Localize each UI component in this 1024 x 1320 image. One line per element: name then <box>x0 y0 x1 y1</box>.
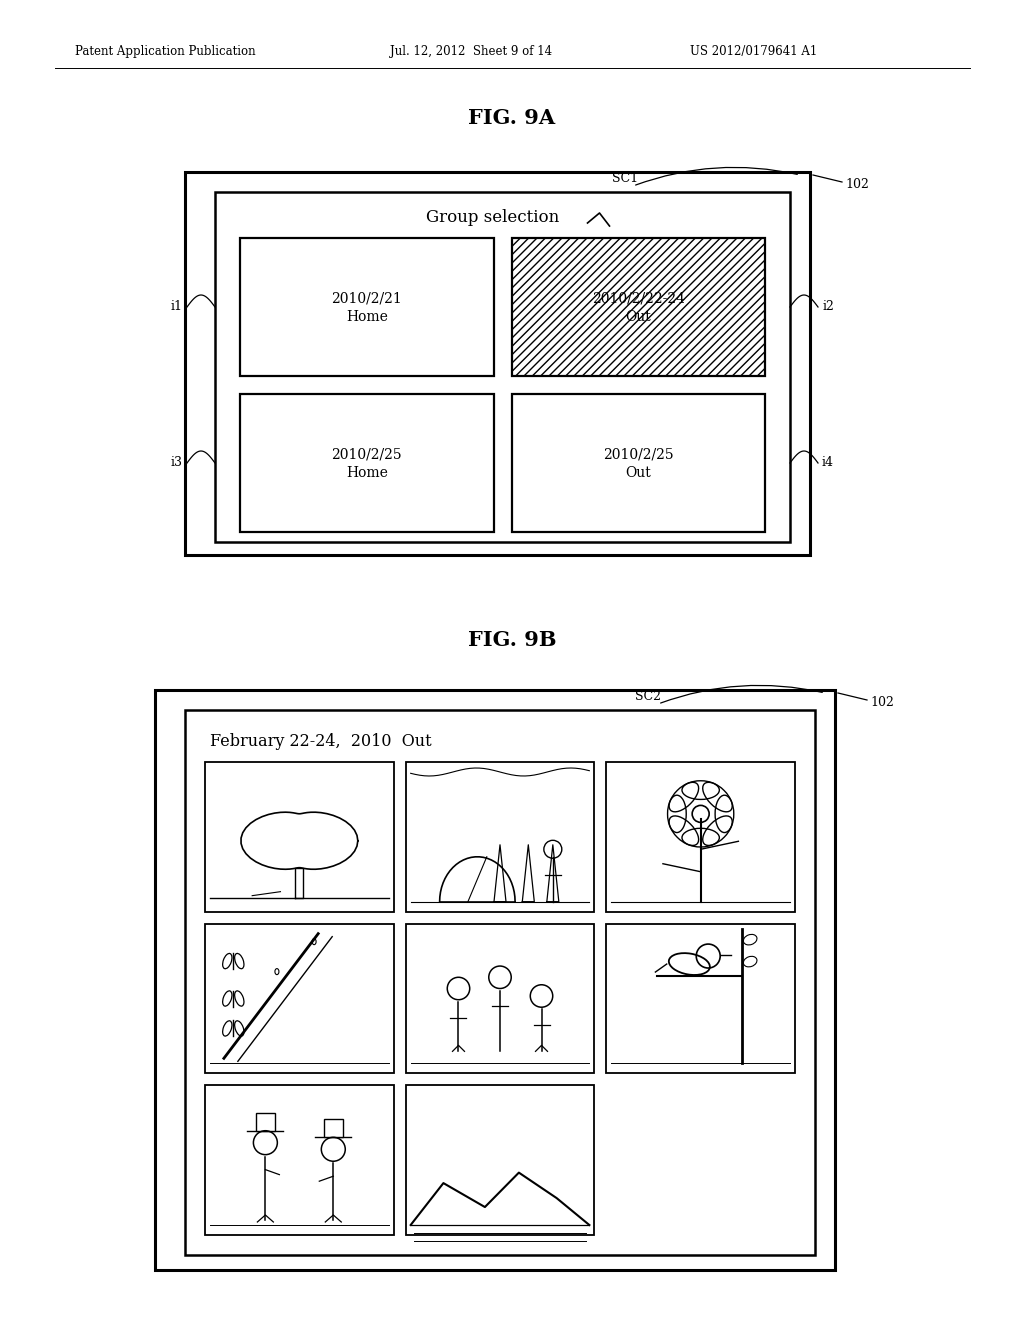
Text: 2010/2/25: 2010/2/25 <box>603 447 674 462</box>
Bar <box>512 238 765 376</box>
Bar <box>205 924 393 1073</box>
Text: 102: 102 <box>845 177 869 190</box>
Text: Group selection: Group selection <box>426 210 559 227</box>
Text: i2: i2 <box>822 301 834 314</box>
Text: Patent Application Publication: Patent Application Publication <box>75 45 256 58</box>
Bar <box>185 710 815 1255</box>
Bar <box>185 172 810 554</box>
Bar <box>205 762 393 912</box>
Text: US 2012/0179641 A1: US 2012/0179641 A1 <box>690 45 817 58</box>
Text: Home: Home <box>346 310 388 323</box>
Text: i3: i3 <box>171 457 183 470</box>
Bar <box>155 690 835 1270</box>
Bar <box>406 762 594 912</box>
Bar <box>406 924 594 1073</box>
Text: FIG. 9A: FIG. 9A <box>468 108 556 128</box>
Bar <box>256 1113 275 1131</box>
Text: i1: i1 <box>171 301 183 314</box>
Bar <box>215 191 790 543</box>
Text: 2010/2/21: 2010/2/21 <box>332 292 402 306</box>
Text: 102: 102 <box>870 696 894 709</box>
Text: i4: i4 <box>822 457 834 470</box>
Text: SC1: SC1 <box>612 172 638 185</box>
Text: Home: Home <box>346 466 388 480</box>
Text: 2010/2/25: 2010/2/25 <box>332 447 402 462</box>
Bar <box>406 1085 594 1236</box>
Text: Out: Out <box>626 310 651 323</box>
Text: Out: Out <box>626 466 651 480</box>
Bar <box>205 1085 393 1236</box>
Bar <box>606 924 795 1073</box>
Text: SC2: SC2 <box>635 689 662 702</box>
Text: February 22-24,  2010  Out: February 22-24, 2010 Out <box>210 734 432 751</box>
Bar <box>324 1119 343 1138</box>
Bar <box>606 762 795 912</box>
Bar <box>512 393 765 532</box>
Bar <box>240 238 494 376</box>
Text: 2010/2/22-24: 2010/2/22-24 <box>592 292 685 306</box>
Bar <box>240 393 494 532</box>
Text: Jul. 12, 2012  Sheet 9 of 14: Jul. 12, 2012 Sheet 9 of 14 <box>390 45 552 58</box>
Text: FIG. 9B: FIG. 9B <box>468 630 556 649</box>
